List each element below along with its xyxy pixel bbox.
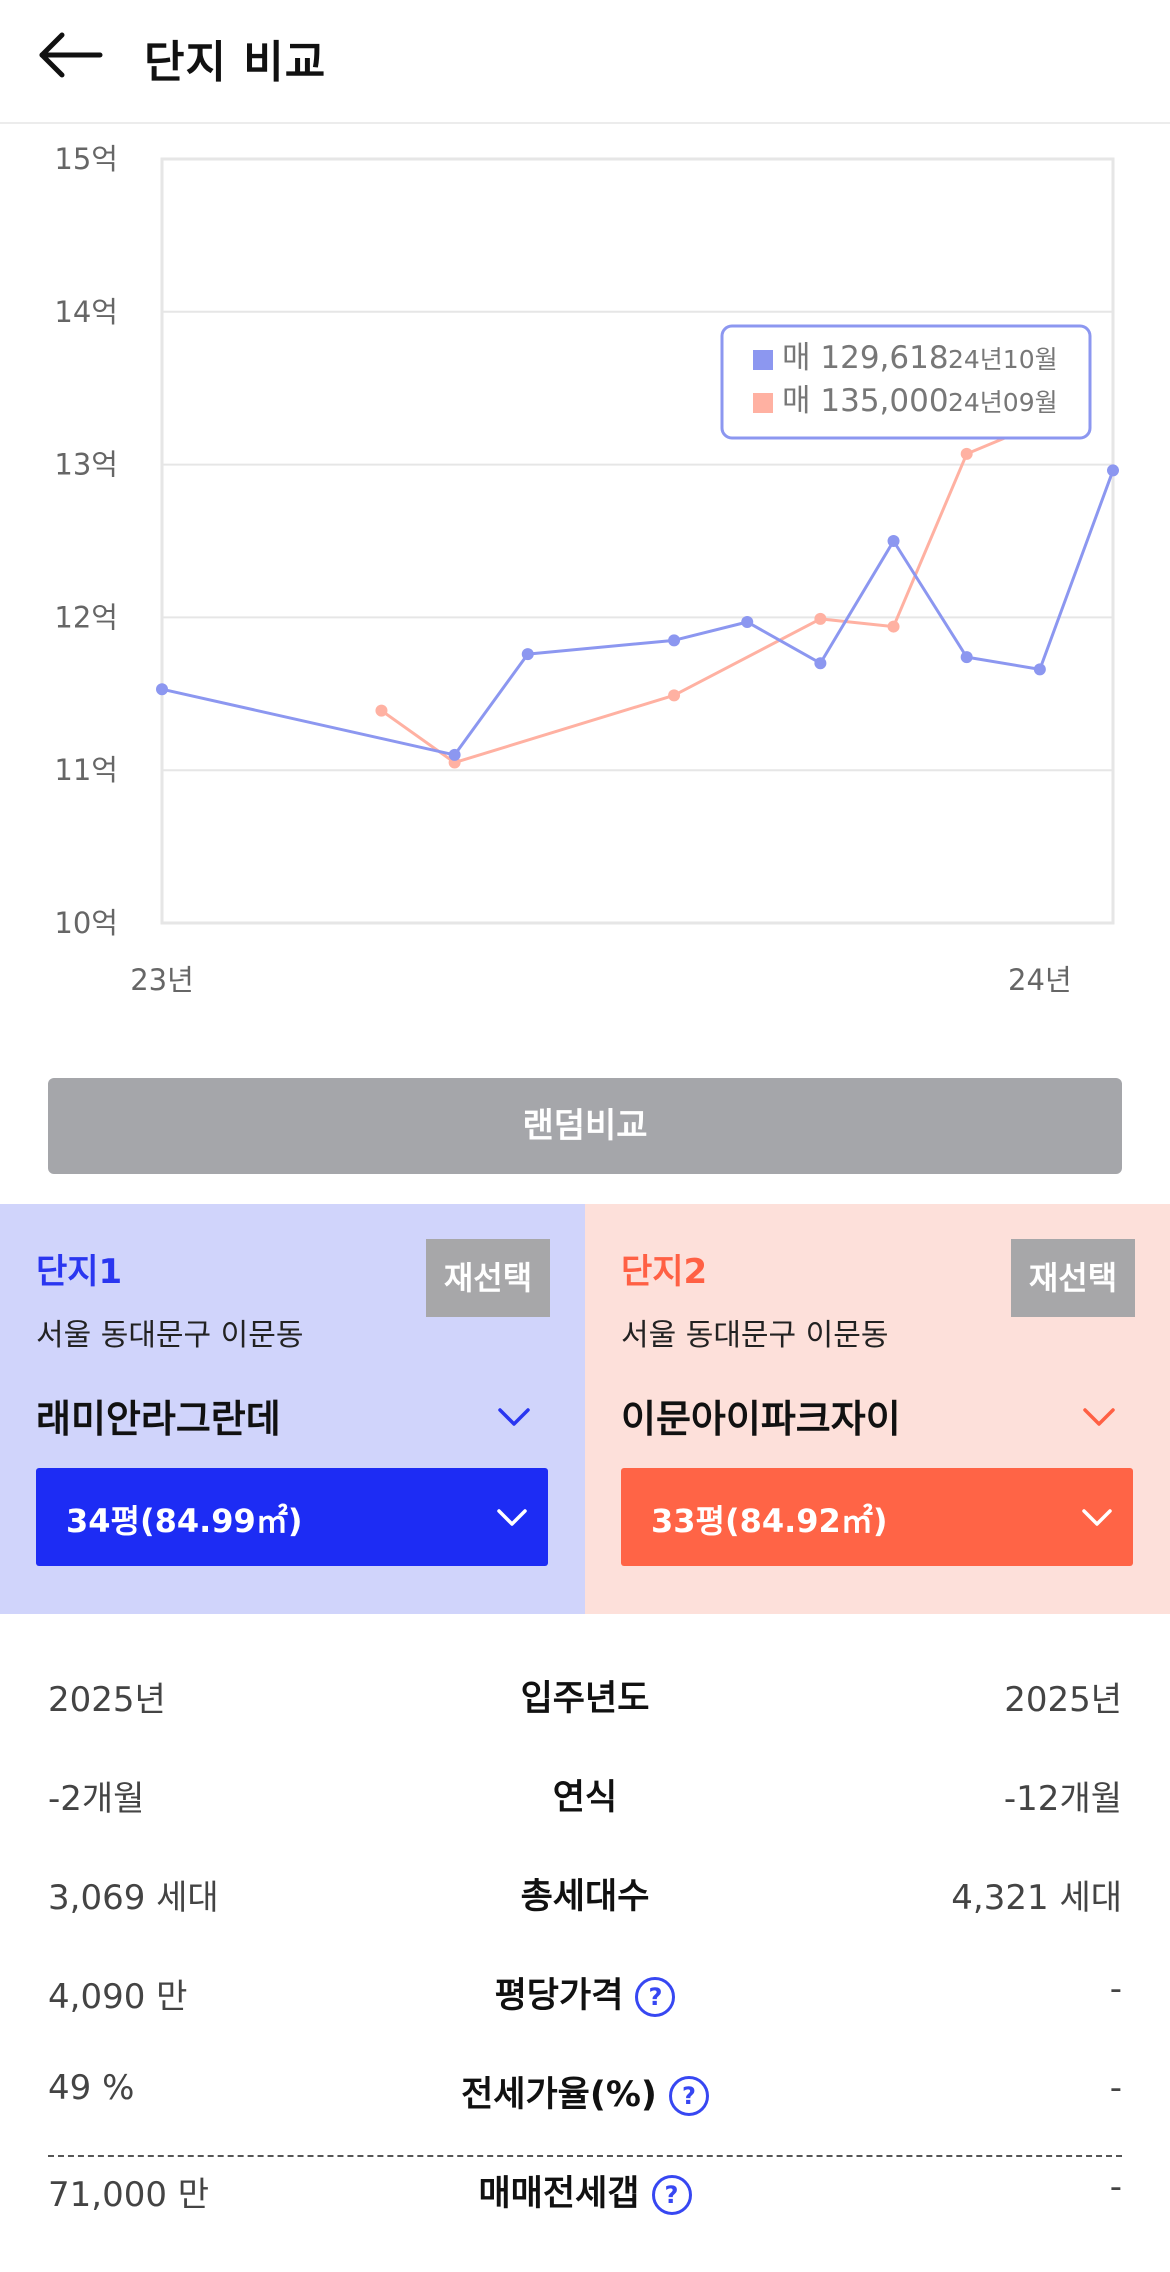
stat-row-jeonse-ratio: 49 % 전세가율(%)? - xyxy=(48,2056,1122,2126)
help-icon[interactable]: ? xyxy=(668,2076,709,2116)
complex2-age: -12개월 xyxy=(1003,1779,1122,1819)
complex1-name[interactable]: 래미안라그란데 xyxy=(36,1397,281,1441)
complex1-panel: 단지1 재선택 서울 동대문구 이문동 래미안라그란데 34평(84.99㎡) xyxy=(0,1204,585,1614)
x-tick-label: 24년 xyxy=(1008,963,1072,997)
stat-label-text: 총세대수 xyxy=(520,1877,650,1917)
plot-frame xyxy=(160,157,1115,925)
complex1-sale-jeonse-gap: 71,000 만 xyxy=(48,2175,210,2215)
chevron-down-icon xyxy=(1082,1509,1112,1526)
stat-row-households: 3,069 세대 총세대수 4,321 세대 xyxy=(48,1858,1122,1928)
complex2-reselect-button[interactable]: 재선택 xyxy=(1011,1239,1135,1317)
stat-label-sale-jeonse-gap: 매매전세갭? xyxy=(48,2165,1122,2216)
y-tick-label: 13억 xyxy=(54,448,118,482)
back-button[interactable] xyxy=(32,24,112,88)
data-point xyxy=(814,612,827,625)
complex2-sale-jeonse-gap: - xyxy=(1109,2167,1122,2207)
complex2-region: 서울 동대문구 이문동 xyxy=(621,1318,889,1353)
stat-label-jeonse-ratio: 전세가율(%)? xyxy=(48,2066,1122,2117)
chart-tooltip xyxy=(720,324,1092,440)
data-point xyxy=(1107,464,1119,477)
tooltip-date: 24년09월 xyxy=(948,388,1058,417)
chevron-down-icon xyxy=(497,1509,527,1526)
complex2-label: 단지2 xyxy=(621,1252,708,1292)
data-point xyxy=(887,620,900,633)
complex2-size-select[interactable]: 33평(84.92㎡) xyxy=(621,1468,1133,1566)
complex1-size-select[interactable]: 34평(84.99㎡) xyxy=(36,1468,548,1566)
complex1-region: 서울 동대문구 이문동 xyxy=(36,1318,304,1353)
stat-label-text: 매매전세갭 xyxy=(478,2174,640,2214)
tooltip-swatch xyxy=(753,393,773,413)
data-point xyxy=(1033,663,1046,676)
stat-row-move-in-year: 2025년 입주년도 2025년 xyxy=(48,1660,1122,1730)
data-point xyxy=(668,634,681,647)
tooltip-value: 매 135,000 xyxy=(782,383,949,419)
y-tick-label: 11억 xyxy=(54,753,118,787)
stat-row-age: -2개월 연식 -12개월 xyxy=(48,1759,1122,1829)
data-point xyxy=(814,657,827,670)
y-tick-label: 14억 xyxy=(54,295,118,329)
complex1-price-per-pyeong: 4,090 만 xyxy=(48,1977,188,2017)
tooltip-date: 24년10월 xyxy=(948,345,1058,374)
stat-label-text: 전세가율(%) xyxy=(461,2075,657,2115)
data-point xyxy=(156,683,168,696)
complex1-age: -2개월 xyxy=(48,1779,145,1819)
data-point xyxy=(960,447,973,460)
stat-label-households: 총세대수 xyxy=(48,1868,1122,1919)
data-point xyxy=(521,648,534,661)
data-point xyxy=(741,615,754,628)
y-tick-label: 15억 xyxy=(54,142,118,176)
random-compare-button[interactable]: 랜덤비교 xyxy=(48,1078,1122,1174)
data-point xyxy=(448,748,461,761)
complex2-panel: 단지2 재선택 서울 동대문구 이문동 이문아이파크자이 33평(84.92㎡) xyxy=(585,1204,1170,1614)
data-point xyxy=(668,689,681,702)
top-app-bar: 단지 비교 xyxy=(0,0,1170,124)
tooltip-value: 매 129,618 xyxy=(782,340,949,376)
stat-label-text: 연식 xyxy=(552,1778,618,1818)
complex1-label: 단지1 xyxy=(36,1252,123,1292)
dashed-divider xyxy=(48,2155,1122,2157)
tooltip-swatch xyxy=(753,350,773,370)
page-title: 단지 비교 xyxy=(144,37,327,88)
complex2-name[interactable]: 이문아이파크자이 xyxy=(621,1397,901,1441)
series-line xyxy=(161,469,1115,757)
y-tick-label: 12억 xyxy=(54,600,118,634)
stat-row-price-per-pyeong: 4,090 만 평당가격? - xyxy=(48,1957,1122,2027)
complex1-jeonse-ratio: 49 % xyxy=(48,2068,135,2108)
stat-label-move-in-year: 입주년도 xyxy=(48,1670,1122,1721)
y-tick-label: 10억 xyxy=(54,906,118,940)
complex1-move-in-year: 2025년 xyxy=(48,1680,166,1720)
data-point xyxy=(887,535,900,547)
help-icon[interactable]: ? xyxy=(651,2175,692,2215)
data-point xyxy=(960,651,973,664)
complex1-households: 3,069 세대 xyxy=(48,1878,219,1918)
chevron-down-icon[interactable] xyxy=(496,1402,532,1432)
stat-label-price-per-pyeong: 평당가격? xyxy=(48,1967,1122,2018)
complex2-jeonse-ratio: - xyxy=(1109,2068,1122,2108)
x-tick-label: 23년 xyxy=(130,963,194,997)
stat-label-text: 입주년도 xyxy=(520,1679,650,1719)
complex2-size-value: 33평(84.92㎡) xyxy=(651,1502,888,1540)
stat-label-age: 연식 xyxy=(48,1769,1122,1820)
complex2-price-per-pyeong: - xyxy=(1109,1969,1122,2009)
stat-row-sale-jeonse-gap: 71,000 만 매매전세갭? - xyxy=(48,2155,1122,2225)
complex1-size-value: 34평(84.99㎡) xyxy=(66,1502,303,1540)
stat-label-text: 평당가격 xyxy=(494,1976,624,2016)
arrow-left-icon xyxy=(39,32,103,78)
series-line xyxy=(380,421,1041,765)
complex2-move-in-year: 2025년 xyxy=(1004,1680,1122,1720)
chevron-down-icon[interactable] xyxy=(1081,1402,1117,1432)
data-point xyxy=(375,704,388,717)
price-chart-svg: 15억 14억 13억 12억 11억 10억 23년 24년 매 129,618 24년10월매… xyxy=(54,142,1119,997)
complex2-households: 4,321 세대 xyxy=(951,1878,1122,1918)
complex1-reselect-button[interactable]: 재선택 xyxy=(426,1239,550,1317)
help-icon[interactable]: ? xyxy=(635,1977,676,2017)
